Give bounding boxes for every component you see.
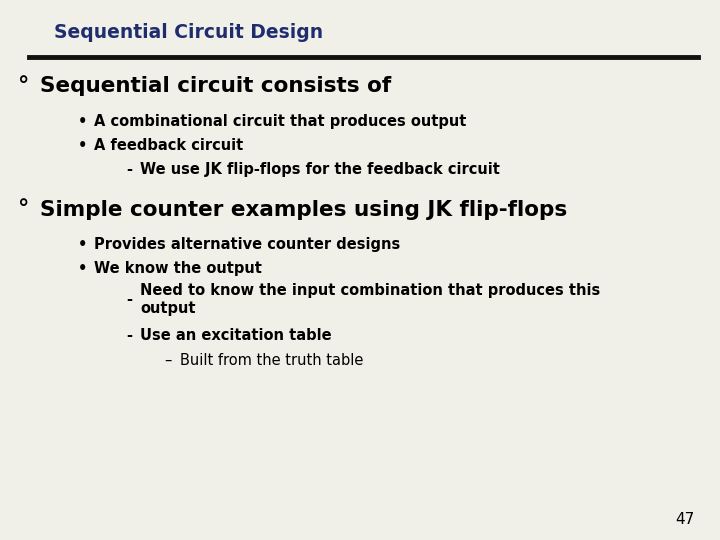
- Text: •: •: [78, 114, 87, 129]
- Text: °: °: [18, 75, 30, 98]
- Text: Sequential circuit consists of: Sequential circuit consists of: [40, 76, 391, 97]
- Text: °: °: [18, 198, 30, 221]
- Text: We use JK flip-flops for the feedback circuit: We use JK flip-flops for the feedback ci…: [140, 162, 500, 177]
- Text: –: –: [164, 353, 171, 368]
- Text: Need to know the input combination that produces this
output: Need to know the input combination that …: [140, 283, 600, 316]
- Text: Sequential Circuit Design: Sequential Circuit Design: [54, 23, 323, 42]
- Text: •: •: [78, 237, 87, 252]
- Text: Use an excitation table: Use an excitation table: [140, 328, 332, 343]
- Text: •: •: [78, 138, 87, 153]
- Text: -: -: [126, 162, 132, 177]
- Text: Simple counter examples using JK flip-flops: Simple counter examples using JK flip-fl…: [40, 199, 567, 220]
- Text: -: -: [126, 328, 132, 343]
- Text: •: •: [78, 261, 87, 276]
- Text: We know the output: We know the output: [94, 261, 261, 276]
- Text: -: -: [126, 292, 132, 307]
- Text: A combinational circuit that produces output: A combinational circuit that produces ou…: [94, 114, 466, 129]
- Text: A feedback circuit: A feedback circuit: [94, 138, 243, 153]
- Text: 47: 47: [675, 511, 695, 526]
- Text: Provides alternative counter designs: Provides alternative counter designs: [94, 237, 400, 252]
- Text: Built from the truth table: Built from the truth table: [180, 353, 364, 368]
